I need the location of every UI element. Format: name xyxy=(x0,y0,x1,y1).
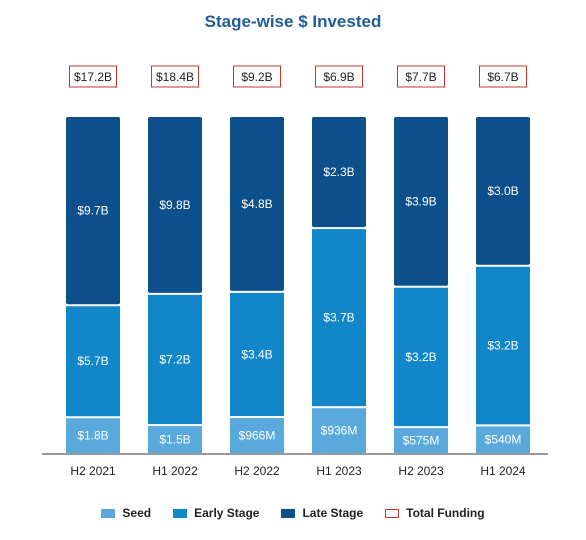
bar-seed-h2-2023 xyxy=(394,428,448,453)
data-label-early-stage-h1-2024: $3.2B xyxy=(487,339,518,353)
legend-swatch-early-stage xyxy=(173,508,188,518)
data-label-late-stage-h1-2023: $2.3B xyxy=(323,165,354,179)
bar-early-stage-h1-2022 xyxy=(148,294,202,425)
bar-late-stage-h1-2022 xyxy=(148,117,202,293)
bar-early-stage-h1-2024 xyxy=(476,266,530,425)
data-label-seed-h2-2023: $575M xyxy=(403,434,440,448)
data-label-seed-h2-2021: $1.8B xyxy=(77,429,108,443)
total-box-h2-2022 xyxy=(233,65,281,88)
bar-seed-h2-2022 xyxy=(230,418,284,453)
bar-early-stage-h2-2023 xyxy=(394,287,448,427)
legend-item-late-stage: Late Stage xyxy=(281,506,363,520)
total-box-h1-2024 xyxy=(479,65,527,88)
legend-label-seed: Seed xyxy=(122,506,152,520)
data-label-late-stage-h2-2023: $3.9B xyxy=(405,194,436,208)
legend-label-total-funding: Total Funding xyxy=(406,506,485,520)
total-label-h2-2022: $9.2B xyxy=(241,70,272,84)
total-label-h1-2023: $6.9B xyxy=(323,70,354,84)
legend-swatch-total-funding xyxy=(385,508,400,518)
bar-late-stage-h1-2023 xyxy=(312,117,366,228)
data-label-seed-h1-2022: $1.5B xyxy=(159,433,190,447)
legend-item-seed: Seed xyxy=(101,506,151,520)
x-tick-label-h1-2022: H1 2022 xyxy=(152,464,198,478)
legend-swatch-seed xyxy=(101,508,116,518)
legend-item-total-funding: Total Funding xyxy=(385,506,485,520)
x-tick-label-h2-2022: H2 2022 xyxy=(234,464,280,478)
bar-seed-h1-2022 xyxy=(148,426,202,453)
data-label-early-stage-h2-2022: $3.4B xyxy=(241,347,272,361)
data-label-seed-h2-2022: $966M xyxy=(239,429,276,443)
total-box-h1-2022 xyxy=(151,65,199,88)
bar-seed-h1-2024 xyxy=(476,426,530,453)
data-label-late-stage-h2-2022: $4.8B xyxy=(241,197,272,211)
data-label-late-stage-h1-2022: $9.8B xyxy=(159,198,190,212)
data-label-early-stage-h2-2023: $3.2B xyxy=(405,350,436,364)
data-label-seed-h1-2023: $936M xyxy=(321,424,358,438)
data-label-early-stage-h2-2021: $5.7B xyxy=(77,354,108,368)
total-box-h2-2021 xyxy=(69,65,117,88)
data-label-late-stage-h2-2021: $9.7B xyxy=(77,204,108,218)
bar-late-stage-h2-2023 xyxy=(394,117,448,286)
legend: Seed Early Stage Late Stage Total Fundin… xyxy=(0,506,586,520)
data-label-early-stage-h1-2023: $3.7B xyxy=(323,311,354,325)
bar-late-stage-h2-2022 xyxy=(230,117,284,291)
bar-early-stage-h1-2023 xyxy=(312,229,366,407)
data-label-seed-h1-2024: $540M xyxy=(485,433,522,447)
x-tick-label-h1-2023: H1 2023 xyxy=(316,464,362,478)
total-label-h2-2023: $7.7B xyxy=(405,70,436,84)
total-label-h1-2022: $18.4B xyxy=(156,70,194,84)
data-label-late-stage-h1-2024: $3.0B xyxy=(487,184,518,198)
data-label-early-stage-h1-2022: $7.2B xyxy=(159,352,190,366)
total-box-h1-2023 xyxy=(315,65,363,88)
bar-late-stage-h2-2021 xyxy=(66,117,120,305)
chart-title: Stage-wise $ Invested xyxy=(204,12,382,31)
total-label-h1-2024: $6.7B xyxy=(487,70,518,84)
legend-label-late-stage: Late Stage xyxy=(302,506,364,520)
bar-early-stage-h2-2022 xyxy=(230,292,284,417)
bar-seed-h1-2023 xyxy=(312,408,366,453)
bar-late-stage-h1-2024 xyxy=(476,117,530,265)
total-label-h2-2021: $17.2B xyxy=(74,70,112,84)
bar-early-stage-h2-2021 xyxy=(66,306,120,417)
total-box-h2-2023 xyxy=(397,65,445,88)
bar-seed-h2-2021 xyxy=(66,418,120,453)
legend-item-early-stage: Early Stage xyxy=(173,506,259,520)
x-tick-label-h2-2023: H2 2023 xyxy=(398,464,444,478)
x-tick-label-h1-2024: H1 2024 xyxy=(480,464,526,478)
x-tick-label-h2-2021: H2 2021 xyxy=(70,464,116,478)
legend-swatch-late-stage xyxy=(281,508,296,518)
legend-label-early-stage: Early Stage xyxy=(194,506,260,520)
